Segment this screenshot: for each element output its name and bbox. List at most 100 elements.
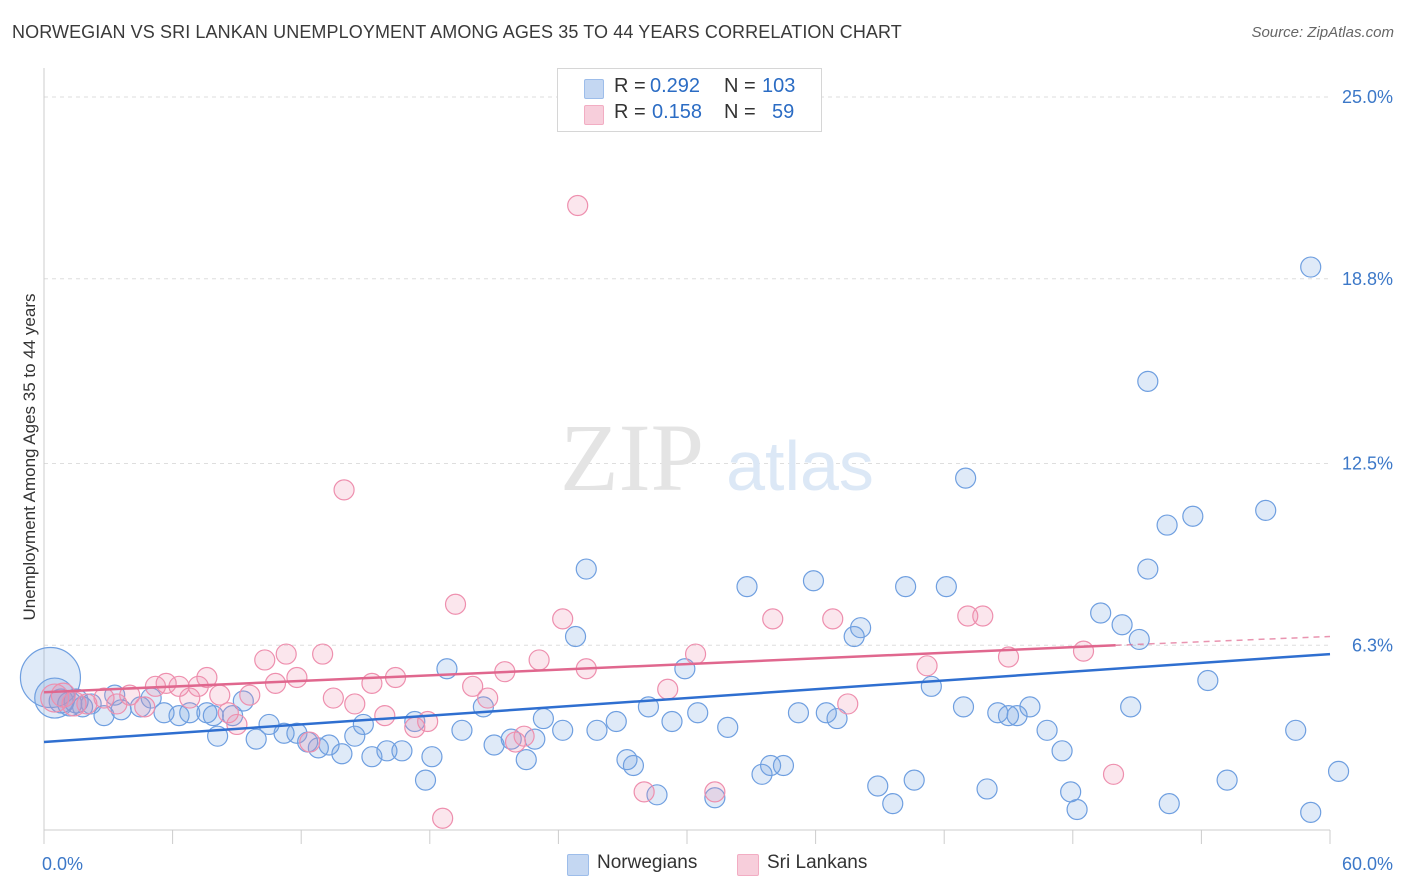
data-point-sri-lankans (837, 693, 859, 715)
bottom-legend-label: Norwegians (597, 852, 698, 873)
series-sri-lankans (40, 194, 1125, 829)
trend-line-sri-lankans (43, 644, 1116, 694)
source-label: Source: ZipAtlas.com (1251, 24, 1394, 41)
data-point-norwegians (759, 754, 782, 777)
bottom-legend-swatch-sri-lankans (737, 854, 759, 876)
data-point-norwegians (751, 763, 773, 785)
data-point-sri-lankans (972, 605, 994, 627)
grid-lines (44, 96, 1330, 646)
data-point-sri-lankans (322, 687, 344, 709)
data-point-norwegians (1137, 558, 1159, 580)
data-point-norwegians (1216, 769, 1238, 791)
data-point-norwegians (952, 696, 975, 718)
data-point-norwegians (1197, 669, 1219, 692)
data-point-norwegians (483, 734, 505, 756)
data-point-sri-lankans (239, 684, 261, 706)
bottom-legend-swatch-norwegians (567, 854, 589, 876)
data-point-sri-lankans (567, 194, 589, 217)
data-point-sri-lankans (226, 713, 248, 736)
data-point-norwegians (955, 467, 977, 489)
data-point-norwegians (850, 617, 872, 639)
data-point-sri-lankans (344, 693, 366, 715)
data-point-sri-lankans (1102, 763, 1125, 785)
data-point-norwegians (564, 625, 587, 648)
y-tick-label: 6.3% (1352, 635, 1393, 655)
y-tick-label: 25.0% (1342, 87, 1393, 107)
y-tick-label: 18.8% (1342, 269, 1393, 289)
data-point-norwegians (920, 675, 942, 697)
data-point-norwegians (451, 719, 473, 741)
data-point-sri-lankans (633, 781, 655, 803)
data-point-norwegians (895, 576, 917, 598)
data-point-sri-lankans (134, 696, 156, 718)
data-point-norwegians (1255, 499, 1277, 522)
data-point-norwegians (1285, 719, 1307, 741)
data-point-norwegians (815, 702, 837, 724)
data-point-norwegians (352, 713, 374, 736)
y-tick-label: 12.5% (1342, 454, 1393, 474)
data-point-sri-lankans (254, 649, 276, 671)
data-point-sri-lankans (477, 687, 499, 709)
data-point-norwegians (1090, 602, 1112, 624)
data-point-sri-lankans (119, 684, 141, 706)
data-point-sri-lankans (762, 608, 784, 630)
data-point-sri-lankans (209, 684, 231, 706)
legend-n-value: 59 (772, 101, 795, 123)
legend-r-label: R = (614, 75, 646, 97)
x-tick-label-max: 60.0% (1342, 854, 1393, 874)
legend-swatch-norwegians (584, 79, 604, 99)
trend-line-norwegians (43, 652, 1331, 744)
data-point-norwegians (772, 754, 795, 777)
data-point-norwegians (1327, 760, 1350, 782)
data-point-norwegians (622, 754, 645, 777)
data-point-norwegians (976, 778, 998, 800)
data-point-norwegians (997, 705, 1020, 727)
data-point-sri-lankans (299, 731, 321, 753)
data-point-sri-lankans (106, 693, 128, 715)
data-point-norwegians (1156, 514, 1178, 536)
data-point-norwegians (1300, 256, 1322, 278)
data-point-norwegians (935, 576, 957, 598)
data-point-norwegians (1006, 705, 1028, 727)
data-point-norwegians (586, 719, 608, 741)
data-point-sri-lankans (50, 682, 76, 708)
data-point-sri-lankans (822, 608, 844, 630)
data-point-norwegians (687, 702, 709, 724)
data-point-sri-lankans (462, 675, 484, 697)
data-point-norwegians (1066, 798, 1088, 821)
data-point-norwegians (344, 725, 366, 747)
data-point-norwegians (1051, 740, 1073, 762)
chart-title: NORWEGIAN VS SRI LANKAN UNEMPLOYMENT AMO… (12, 22, 902, 42)
data-point-norwegians (331, 743, 353, 765)
data-point-sri-lankans (275, 643, 297, 665)
data-point-norwegians (736, 576, 758, 598)
data-point-norwegians (1111, 614, 1133, 636)
axes (43, 68, 1331, 844)
correlation-legend: R = 0.292 N = 103 R = 0.158 N = 59 (557, 68, 822, 132)
watermark: ZIP atlas (560, 404, 874, 511)
data-point-sri-lankans (444, 593, 467, 615)
data-point-norwegians (1120, 696, 1142, 718)
series-norwegians (19, 256, 1350, 824)
data-point-norwegians (882, 793, 904, 815)
trend-line-extension-sri-lankans (1115, 635, 1331, 647)
data-point-norwegians (179, 702, 201, 724)
bottom-legend-label: Sri Lankans (767, 852, 868, 873)
watermark-atlas: atlas (726, 427, 874, 505)
data-point-sri-lankans (333, 479, 355, 501)
data-point-norwegians (867, 775, 889, 797)
data-point-norwegians (414, 769, 437, 791)
data-point-norwegians (1300, 801, 1322, 824)
legend-n-label: N = (724, 101, 756, 123)
data-point-norwegians (616, 749, 638, 771)
data-point-norwegians (704, 787, 726, 809)
data-point-norwegians (552, 719, 574, 741)
y-axis-label: Unemployment Among Ages 35 to 44 years (20, 293, 39, 621)
data-point-sri-lankans (957, 605, 979, 627)
data-point-sri-lankans (312, 643, 334, 665)
data-point-norwegians (532, 707, 554, 730)
data-point-norwegians (1036, 719, 1058, 741)
data-point-norwegians (802, 570, 825, 592)
data-point-sri-lankans (657, 678, 679, 700)
